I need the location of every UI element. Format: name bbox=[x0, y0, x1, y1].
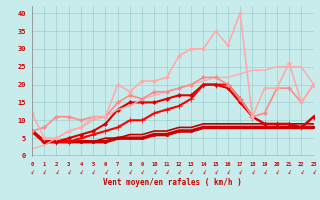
Text: ↓: ↓ bbox=[212, 170, 219, 177]
Text: ↓: ↓ bbox=[53, 170, 60, 177]
Text: ↓: ↓ bbox=[249, 170, 256, 177]
Text: ↓: ↓ bbox=[90, 170, 97, 177]
Text: ↓: ↓ bbox=[65, 170, 72, 177]
Text: ↓: ↓ bbox=[175, 170, 182, 177]
X-axis label: Vent moyen/en rafales ( km/h ): Vent moyen/en rafales ( km/h ) bbox=[103, 178, 242, 187]
Text: ↓: ↓ bbox=[41, 170, 48, 177]
Text: ↓: ↓ bbox=[151, 170, 158, 177]
Text: ↓: ↓ bbox=[224, 170, 231, 177]
Text: ↓: ↓ bbox=[285, 170, 292, 177]
Text: ↓: ↓ bbox=[236, 170, 244, 177]
Text: ↓: ↓ bbox=[273, 170, 280, 177]
Text: ↓: ↓ bbox=[188, 170, 195, 177]
Text: ↓: ↓ bbox=[310, 170, 317, 177]
Text: ↓: ↓ bbox=[28, 170, 36, 177]
Text: ↓: ↓ bbox=[139, 170, 146, 177]
Text: ↓: ↓ bbox=[114, 170, 121, 177]
Text: ↓: ↓ bbox=[261, 170, 268, 177]
Text: ↓: ↓ bbox=[163, 170, 170, 177]
Text: ↓: ↓ bbox=[200, 170, 207, 177]
Text: ↓: ↓ bbox=[102, 170, 109, 177]
Text: ↓: ↓ bbox=[298, 170, 305, 177]
Text: ↓: ↓ bbox=[126, 170, 133, 177]
Text: ↓: ↓ bbox=[77, 170, 84, 177]
